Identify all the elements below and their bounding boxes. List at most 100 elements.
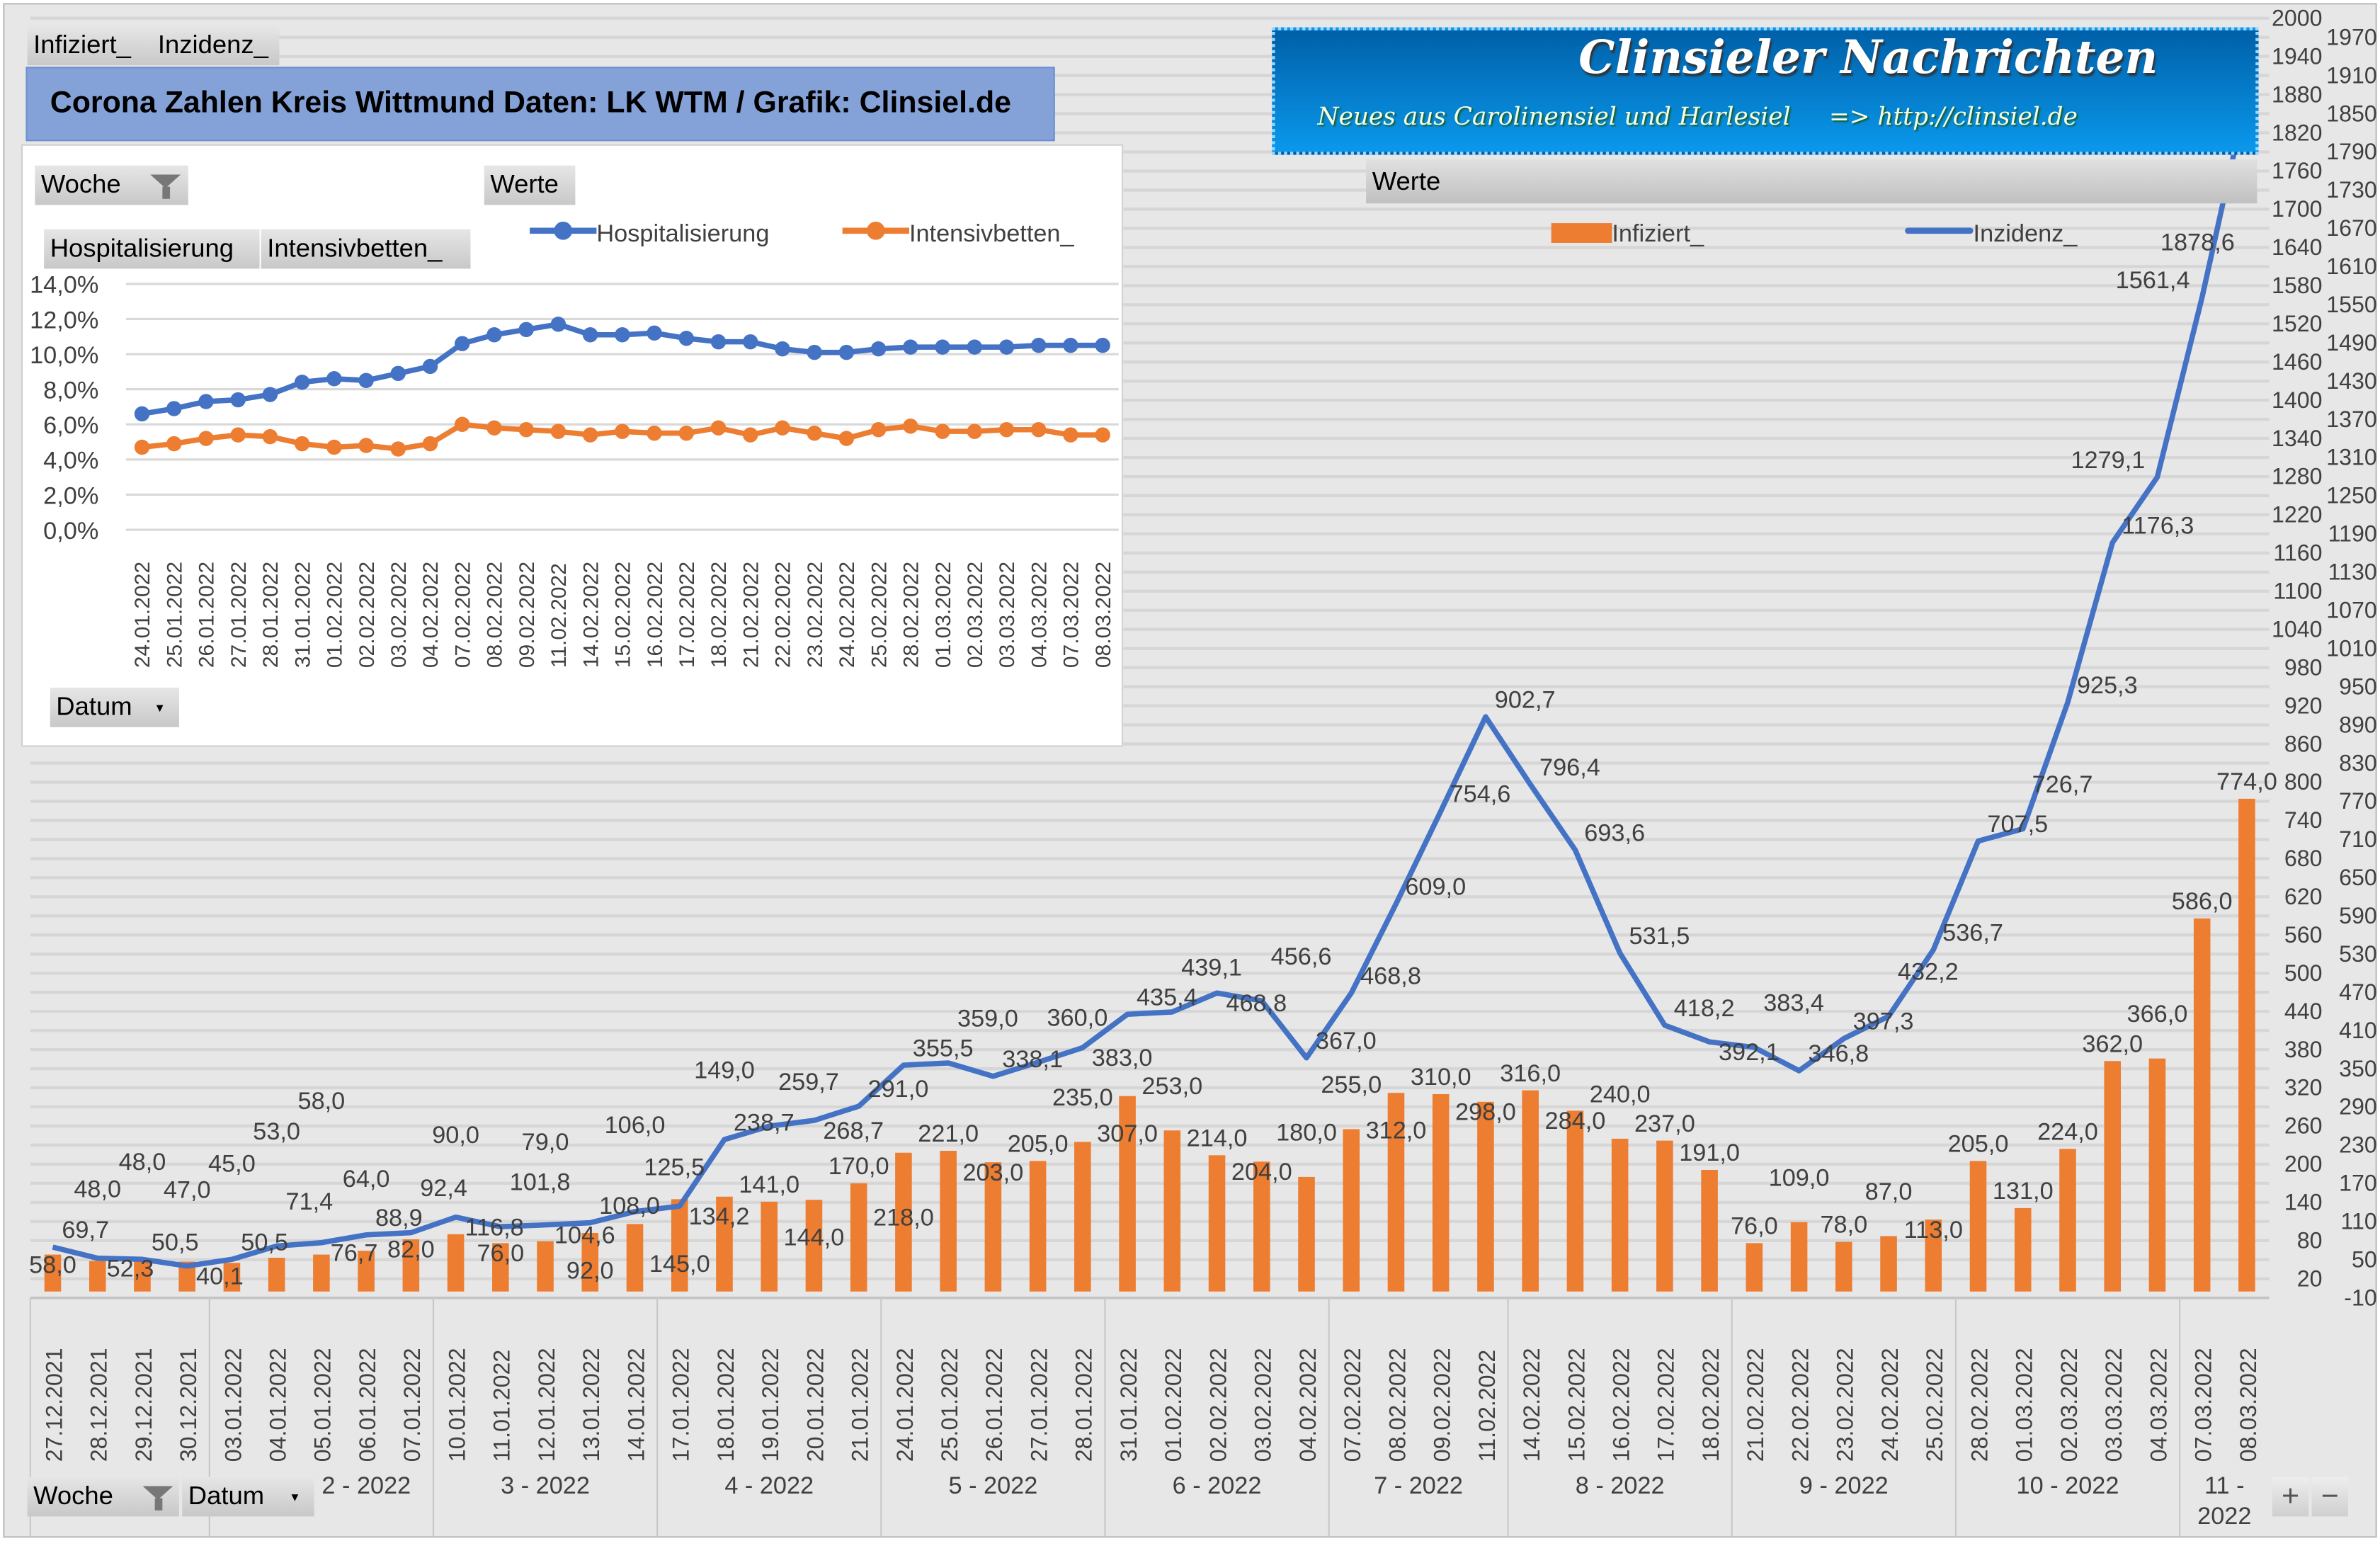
legend-line-dot-blue [530, 221, 597, 240]
y-tick-label: 1160 [2273, 540, 2322, 566]
x-tick-label: 28.12.2021 [86, 1348, 112, 1462]
werte-field-button[interactable]: Werte [1366, 159, 2257, 204]
y-tick-label: 1370 [2326, 406, 2377, 432]
x-tick-label: 07.01.2022 [399, 1348, 425, 1462]
bar-data-label: 253,0 [1141, 1073, 1202, 1100]
inset-marker [486, 420, 502, 436]
bar-data-label: 203,0 [962, 1159, 1023, 1186]
line-data-label: 707,5 [1987, 811, 2048, 838]
inset-marker [743, 427, 758, 443]
dropdown-icon: ▾ [291, 1489, 299, 1505]
field-button-intensivbetten[interactable]: Intensivbetten_ [261, 229, 471, 269]
datum-button-inset[interactable]: Datum ▾ [50, 688, 179, 727]
line-data-label: 925,3 [2077, 672, 2138, 699]
x-tick-label: 19.01.2022 [758, 1348, 783, 1462]
bar-infiziert [358, 1251, 375, 1292]
inset-x-tick-label: 24.01.2022 [131, 562, 154, 668]
bar-infiziert [1611, 1138, 1629, 1292]
line-data-label: 338,1 [1002, 1046, 1063, 1073]
inset-marker [838, 344, 855, 360]
bar-data-label: 149,0 [694, 1057, 755, 1084]
bar-infiziert [984, 1162, 1002, 1292]
bar-data-label: 237,0 [1634, 1110, 1695, 1137]
inset-marker [198, 394, 214, 409]
x-tick-label: 18.02.2022 [1698, 1348, 1724, 1462]
inset-y-tick-label: 6,0% [43, 412, 98, 439]
y-tick-label: 1970 [2326, 24, 2377, 50]
inset-x-tick-label: 26.01.2022 [195, 562, 219, 668]
x-tick-label: 26.01.2022 [981, 1348, 1007, 1462]
bar-infiziert [134, 1261, 151, 1292]
filter-icon [142, 1486, 173, 1500]
inset-marker [455, 336, 470, 351]
bar-data-label: 45,0 [208, 1151, 256, 1178]
inset-marker [678, 331, 694, 346]
datum-button-bottom[interactable]: Datum ▾ [182, 1477, 314, 1517]
y-tick-label: 650 [2339, 865, 2377, 890]
chart-title: Corona Zahlen Kreis Wittmund Daten: LK W… [25, 67, 1055, 142]
x-tick-label: 30.12.2021 [176, 1348, 201, 1462]
line-data-label: 418,2 [1674, 995, 1735, 1022]
line-data-label: 71,4 [286, 1188, 334, 1215]
x-tick-label: 17.01.2022 [668, 1348, 694, 1462]
x-tick-label: 23.02.2022 [1833, 1348, 1858, 1462]
bar-infiziert [1969, 1161, 1987, 1292]
bar-data-label: 312,0 [1366, 1118, 1427, 1144]
inset-y-tick-label: 4,0% [43, 448, 98, 474]
bar-data-label: 87,0 [1865, 1178, 1913, 1205]
y-tick-label: 1610 [2326, 254, 2377, 279]
bar-data-label: 76,0 [1731, 1213, 1778, 1240]
line-data-label: 88,9 [375, 1205, 423, 1232]
line-data-label: 536,7 [1942, 919, 2003, 946]
line-data-label: 1561,4 [2116, 267, 2190, 294]
werte-button-inset[interactable]: Werte [484, 165, 576, 205]
inset-x-tick-label: 23.02.2022 [804, 562, 827, 668]
y-tick-label: 320 [2284, 1075, 2323, 1101]
bar-data-label: 586,0 [2172, 888, 2233, 915]
line-data-label: 346,8 [1808, 1040, 1869, 1067]
y-tick-label: 1220 [2272, 502, 2323, 528]
inset-marker [998, 421, 1015, 438]
inset-x-tick-label: 14.02.2022 [579, 562, 603, 668]
inset-x-tick-label: 17.02.2022 [676, 562, 699, 668]
line-data-label: 50,5 [241, 1229, 288, 1256]
inset-x-tick-label: 02.03.2022 [964, 562, 987, 668]
x-tick-label: 22.02.2022 [1787, 1348, 1813, 1462]
y-tick-label: 980 [2284, 654, 2323, 680]
inset-marker [262, 387, 278, 402]
field-button-hospitalisierung[interactable]: Hospitalisierung [44, 229, 260, 269]
bar-infiziert [1208, 1155, 1226, 1292]
bar-data-label: 48,0 [74, 1176, 121, 1203]
collapse-button[interactable]: − [2311, 1477, 2348, 1517]
bar-data-label: 145,0 [649, 1251, 710, 1278]
legend-infiziert: Infiziert_ [1551, 222, 1704, 249]
y-tick-label: 500 [2284, 960, 2323, 986]
y-tick-label: 1100 [2273, 579, 2322, 604]
inset-marker [390, 441, 406, 457]
bar-data-label: 79,0 [522, 1129, 569, 1156]
y-axis-right: -10 20 50 80 110 140 170 200 230 260 290 320 350 380 4… [2272, 5, 2377, 1310]
bar-infiziert [89, 1261, 106, 1292]
datum-label: Datum [56, 692, 132, 722]
inset-y-tick-label: 10,0% [30, 342, 98, 369]
week-label-line: 2022 [2197, 1503, 2251, 1530]
y-tick-label: 1760 [2272, 158, 2323, 183]
line-data-label: 367,0 [1316, 1028, 1377, 1054]
inset-x-tick-label: 25.01.2022 [163, 562, 186, 668]
inset-x-tick-label: 31.01.2022 [291, 562, 314, 668]
inset-marker [935, 423, 950, 439]
x-tick-label: 27.12.2021 [41, 1348, 67, 1462]
bar-data-label: 92,0 [566, 1257, 614, 1284]
inset-marker [903, 419, 918, 434]
y-tick-label: 1400 [2272, 387, 2323, 413]
line-data-label: 360,0 [1047, 1005, 1108, 1032]
woche-filter-button[interactable]: Woche [35, 165, 188, 205]
field-button-inzidenz[interactable]: Inzidenz_ [152, 25, 280, 66]
line-data-label: 134,2 [689, 1203, 750, 1230]
inset-marker [647, 325, 662, 341]
expand-button[interactable]: + [2272, 1477, 2309, 1517]
woche-filter-button-bottom[interactable]: Woche [27, 1477, 179, 1517]
y-tick-label: 1070 [2326, 598, 2377, 623]
field-button-infiziert[interactable]: Infiziert_ [27, 25, 152, 66]
